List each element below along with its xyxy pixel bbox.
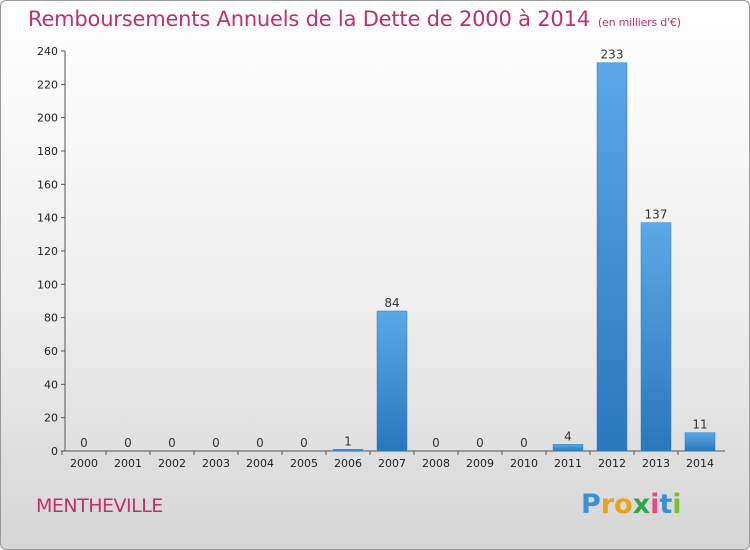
value-label-2010: 0 xyxy=(520,436,528,450)
bar-2012 xyxy=(596,62,628,452)
y-tick-label: 20 xyxy=(44,412,58,425)
value-label-2003: 0 xyxy=(212,436,220,450)
logo-letter: i xyxy=(650,489,660,520)
y-tick-label: 140 xyxy=(37,212,58,225)
bar-2013 xyxy=(640,222,672,452)
x-tick-label-2004: 2004 xyxy=(246,457,274,470)
value-label-2007: 84 xyxy=(384,296,399,310)
value-label-2002: 0 xyxy=(168,436,176,450)
y-tick-label: 240 xyxy=(37,45,58,58)
chart-bars xyxy=(332,62,716,452)
x-tick-label-2005: 2005 xyxy=(290,457,318,470)
y-tick-label: 180 xyxy=(37,145,58,158)
y-tick-label: 100 xyxy=(37,278,58,291)
x-tick-label-2002: 2002 xyxy=(158,457,186,470)
logo-letter: o xyxy=(614,489,633,520)
x-tick-label-2001: 2001 xyxy=(114,457,142,470)
logo-letter: P xyxy=(581,489,601,520)
value-label-2006: 1 xyxy=(344,434,352,448)
y-tick-label: 220 xyxy=(37,78,58,91)
chart-labels: 0 2000 0 2001 0 2002 0 2003 0 2004 0 2005 1 2006 84 200… xyxy=(70,48,714,470)
y-tick-label: 40 xyxy=(44,378,58,391)
chart-title-text: Remboursements Annuels de la Dette de 20… xyxy=(28,7,590,31)
y-tick-label: 120 xyxy=(37,245,58,258)
x-tick-label-2000: 2000 xyxy=(70,457,98,470)
x-tick-label-2006: 2006 xyxy=(334,457,362,470)
bar-2006 xyxy=(332,449,364,452)
value-label-2001: 0 xyxy=(124,436,132,450)
x-tick-label-2013: 2013 xyxy=(642,457,670,470)
chart-title: Remboursements Annuels de la Dette de 20… xyxy=(28,7,681,31)
value-label-2005: 0 xyxy=(300,436,308,450)
bar-2014 xyxy=(684,432,716,452)
value-label-2014: 11 xyxy=(692,418,707,432)
x-tick-label-2011: 2011 xyxy=(554,457,582,470)
value-label-2013: 137 xyxy=(645,208,668,222)
logo-letter: t xyxy=(659,489,673,520)
value-label-2004: 0 xyxy=(256,436,264,450)
x-tick-label-2014: 2014 xyxy=(686,457,714,470)
commune-name: MENTHEVILLE xyxy=(36,495,163,517)
y-tick-label: 0 xyxy=(51,445,58,458)
value-label-2009: 0 xyxy=(476,436,484,450)
value-label-2012: 233 xyxy=(601,48,624,62)
x-tick-label-2008: 2008 xyxy=(422,457,450,470)
chart-subtitle: (en milliers d'€) xyxy=(597,16,681,29)
y-tick-label: 60 xyxy=(44,345,58,358)
y-tick-label: 200 xyxy=(37,112,58,125)
value-label-2000: 0 xyxy=(80,436,88,450)
bar-2011 xyxy=(552,444,584,452)
bar-2007 xyxy=(376,310,408,452)
x-tick-label-2007: 2007 xyxy=(378,457,406,470)
value-label-2011: 4 xyxy=(564,429,572,443)
logo-letter: r xyxy=(600,489,615,520)
value-label-2008: 0 xyxy=(432,436,440,450)
logo-letter: i xyxy=(672,489,682,520)
y-tick-label: 80 xyxy=(44,312,58,325)
proxiti-logo: Proxiti xyxy=(581,489,682,520)
x-tick-label-2003: 2003 xyxy=(202,457,230,470)
y-tick-label: 160 xyxy=(37,178,58,191)
x-tick-label-2010: 2010 xyxy=(510,457,538,470)
x-tick-label-2009: 2009 xyxy=(466,457,494,470)
logo-letter: x xyxy=(632,489,651,520)
x-tick-label-2012: 2012 xyxy=(598,457,626,470)
